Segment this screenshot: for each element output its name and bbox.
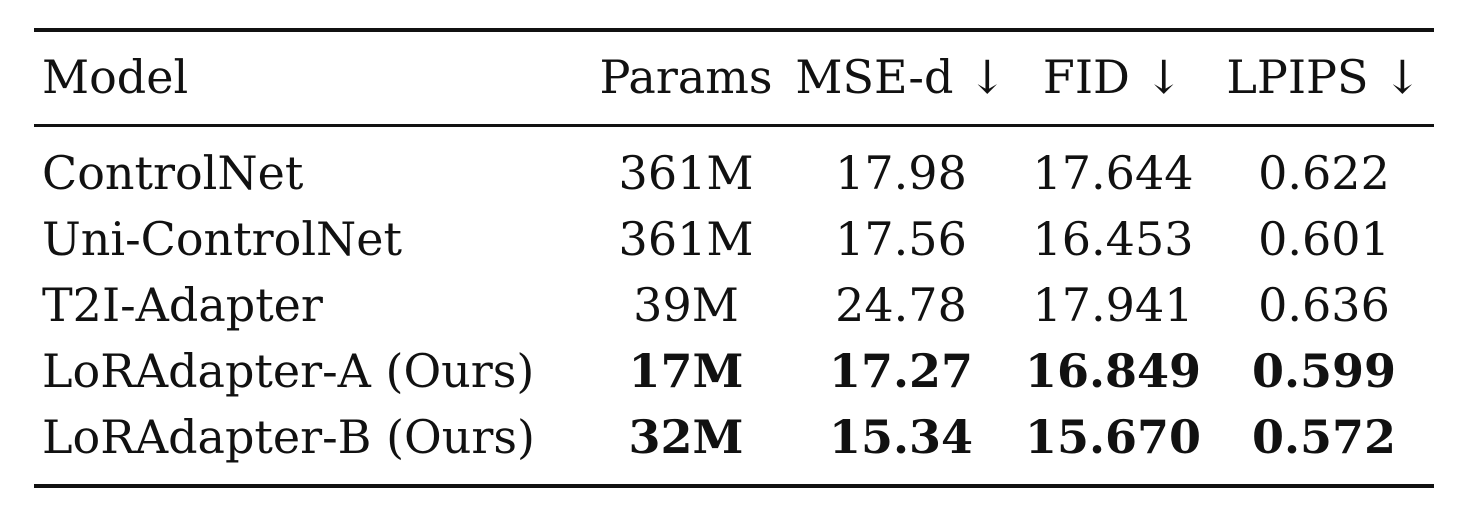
cell-lpips: 0.599 bbox=[1251, 344, 1397, 398]
header-fid: FID ↓ bbox=[1042, 50, 1184, 104]
cell-params: 17M bbox=[628, 344, 744, 398]
header-model: Model bbox=[42, 50, 189, 104]
cell-lpips: 0.636 bbox=[1258, 278, 1390, 332]
cell-mse-d: 15.34 bbox=[828, 410, 974, 464]
top-rule bbox=[34, 28, 1434, 32]
cell-fid: 15.670 bbox=[1024, 410, 1202, 464]
cell-lpips: 0.622 bbox=[1258, 146, 1390, 200]
cell-lpips: 0.601 bbox=[1258, 212, 1390, 266]
cell-fid: 16.453 bbox=[1032, 212, 1194, 266]
cell-fid: 16.849 bbox=[1024, 344, 1202, 398]
header-mse-d: MSE-d ↓ bbox=[795, 50, 1007, 104]
cell-model: T2I-Adapter bbox=[42, 278, 323, 332]
table-row: T2I-Adapter 39M 24.78 17.941 0.636 bbox=[0, 272, 1476, 338]
cell-params: 39M bbox=[633, 278, 739, 332]
header-params: Params bbox=[599, 50, 773, 104]
cell-lpips: 0.572 bbox=[1251, 410, 1397, 464]
cell-params: 361M bbox=[618, 212, 754, 266]
header-rule bbox=[34, 124, 1434, 127]
table-header-row: Model Params MSE-d ↓ FID ↓ LPIPS ↓ bbox=[0, 44, 1476, 110]
cell-params: 32M bbox=[628, 410, 744, 464]
cell-mse-d: 17.56 bbox=[835, 212, 967, 266]
cell-model: Uni-ControlNet bbox=[42, 212, 403, 266]
cell-model: LoRAdapter-B (Ours) bbox=[42, 410, 535, 464]
table-row: LoRAdapter-B (Ours) 32M 15.34 15.670 0.5… bbox=[0, 404, 1476, 470]
cell-params: 361M bbox=[618, 146, 754, 200]
header-lpips: LPIPS ↓ bbox=[1226, 50, 1422, 104]
cell-model: ControlNet bbox=[42, 146, 304, 200]
bottom-rule bbox=[34, 484, 1434, 488]
cell-model: LoRAdapter-A (Ours) bbox=[42, 344, 535, 398]
cell-fid: 17.644 bbox=[1032, 146, 1194, 200]
cell-fid: 17.941 bbox=[1032, 278, 1194, 332]
cell-mse-d: 24.78 bbox=[835, 278, 967, 332]
table-row: LoRAdapter-A (Ours) 17M 17.27 16.849 0.5… bbox=[0, 338, 1476, 404]
table-row: Uni-ControlNet 361M 17.56 16.453 0.601 bbox=[0, 206, 1476, 272]
cell-mse-d: 17.27 bbox=[828, 344, 974, 398]
table-row: ControlNet 361M 17.98 17.644 0.622 bbox=[0, 140, 1476, 206]
cell-mse-d: 17.98 bbox=[835, 146, 967, 200]
